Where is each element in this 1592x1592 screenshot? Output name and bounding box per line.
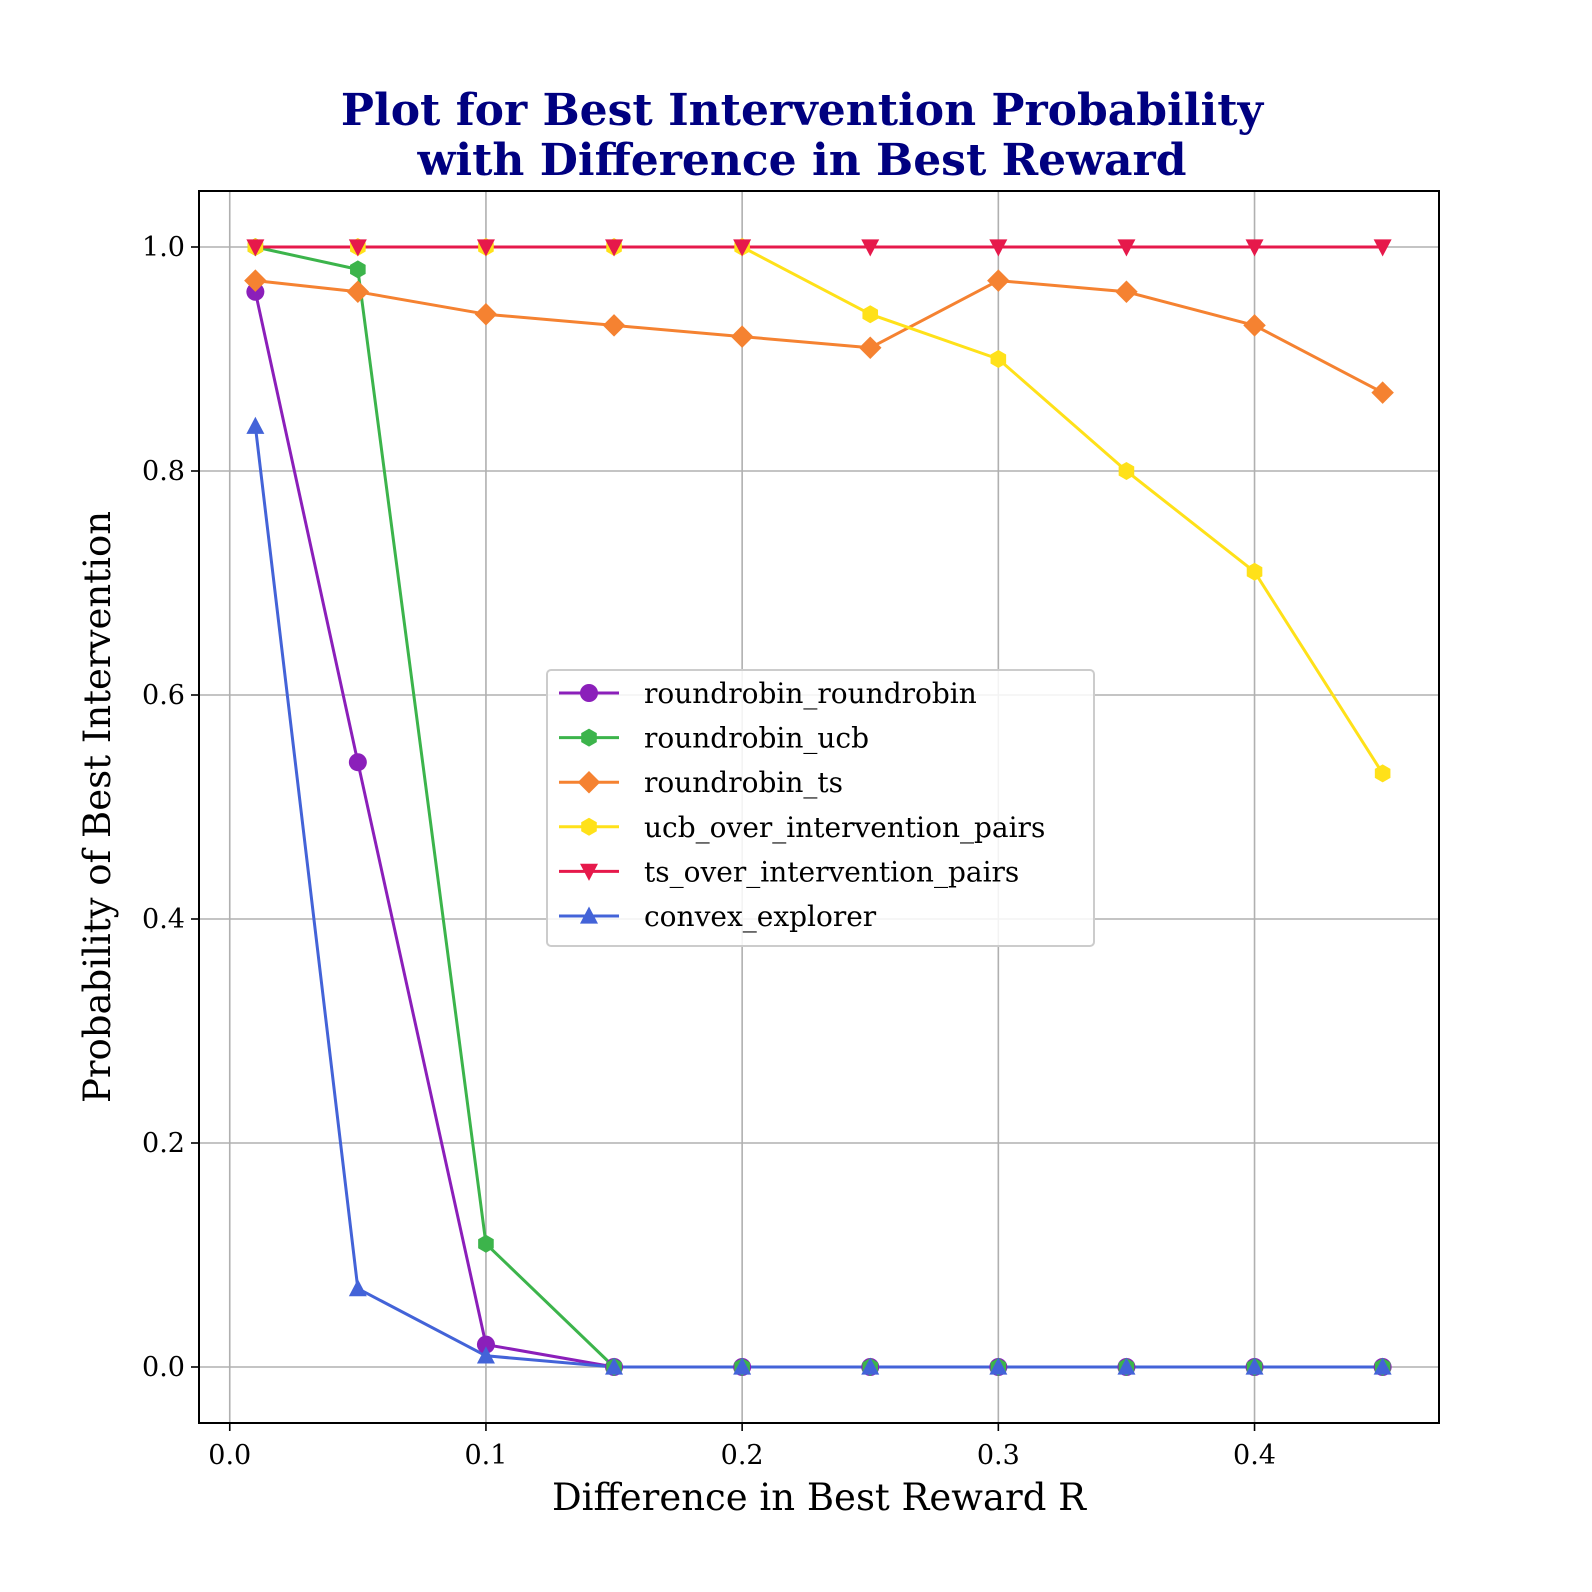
point-roundrobin_ts-0 xyxy=(244,269,267,292)
point-convex_explorer-7 xyxy=(1117,1357,1136,1375)
point-roundrobin_ts-2 xyxy=(474,302,498,326)
x-axis-label: Difference in Best Reward R xyxy=(552,1476,1087,1519)
point-convex_explorer-4 xyxy=(733,1357,752,1375)
point-convex_explorer-0 xyxy=(246,416,265,434)
point-ts_over_intervention_pairs-4 xyxy=(733,239,752,257)
point-ucb_over_intervention_pairs-7 xyxy=(1118,462,1135,480)
y-tick-label-5: 1.0 xyxy=(142,232,185,263)
point-roundrobin_ucb-1 xyxy=(350,260,366,279)
legend-marker-convex_explorer xyxy=(580,906,598,924)
point-ucb_over_intervention_pairs-9 xyxy=(1374,764,1391,783)
x-tick-label-4: 0.4 xyxy=(1233,1440,1276,1471)
point-roundrobin_ts-9 xyxy=(1371,381,1394,404)
x-axis-ticks: 0.0 0.1 0.2 0.3 0.4 xyxy=(208,1423,1276,1471)
legend-marker-ucb_over_intervention_pairs xyxy=(581,817,597,836)
series-line-convex_explorer xyxy=(253,426,1383,1369)
x-tick-label-1: 0.1 xyxy=(464,1440,507,1471)
legend-marker-roundrobin_roundrobin xyxy=(580,684,598,702)
point-roundrobin_ts-7 xyxy=(1115,280,1138,304)
point-ts_over_intervention_pairs-0 xyxy=(246,239,265,257)
y-tick-label-3: 0.6 xyxy=(142,680,185,711)
plot-frame xyxy=(198,190,1440,1424)
y-tick-label-1: 0.2 xyxy=(142,1128,185,1159)
y-tick-label-0: 0.0 xyxy=(142,1352,185,1383)
point-ucb_over_intervention_pairs-8 xyxy=(1246,562,1263,581)
point-roundrobin_ts-4 xyxy=(730,325,754,348)
legend-marker-roundrobin_ts xyxy=(577,770,601,794)
point-roundrobin_ts-6 xyxy=(987,269,1010,292)
x-tick-label-2: 0.2 xyxy=(721,1440,764,1471)
point-ucb_over_intervention_pairs-6 xyxy=(990,350,1007,368)
point-ts_over_intervention_pairs-9 xyxy=(1373,239,1392,257)
legend-entries: roundrobin_roundrobin roundrobin_ucbround… xyxy=(559,677,1045,933)
point-roundrobin_ucb-2 xyxy=(478,1234,494,1253)
point-ts_over_intervention_pairs-2 xyxy=(476,239,495,257)
legend-marker-roundrobin_ucb xyxy=(581,728,597,747)
chart-title-line-2: with Difference in Best Reward xyxy=(417,135,1187,186)
point-ucb_over_intervention_pairs-5 xyxy=(862,305,879,324)
point-convex_explorer-1 xyxy=(348,1279,367,1297)
point-roundrobin_roundrobin-2 xyxy=(476,1335,495,1354)
legend-label-convex_explorer: convex_explorer xyxy=(644,900,877,933)
point-ts_over_intervention_pairs-1 xyxy=(348,239,367,257)
legend-box xyxy=(546,669,1095,947)
x-tick-label-3: 0.3 xyxy=(977,1440,1020,1471)
legend: roundrobin_roundrobin roundrobin_ucbround… xyxy=(546,669,1095,947)
point-convex_explorer-6 xyxy=(989,1357,1008,1375)
point-ts_over_intervention_pairs-5 xyxy=(861,239,880,257)
point-ts_over_intervention_pairs-3 xyxy=(605,239,624,257)
point-ts_over_intervention_pairs-8 xyxy=(1245,239,1264,257)
point-convex_explorer-8 xyxy=(1245,1357,1264,1375)
point-ts_over_intervention_pairs-7 xyxy=(1117,239,1136,257)
point-convex_explorer-9 xyxy=(1373,1357,1392,1375)
series-line-roundrobin_ts xyxy=(255,279,1384,394)
chart-title-line-1: Plot for Best Intervention Probability xyxy=(341,85,1265,136)
y-axis-label: Probability of Best Intervention xyxy=(76,511,119,1103)
y-tick-label-2: 0.4 xyxy=(142,904,185,935)
series-markers xyxy=(244,238,1394,1376)
point-roundrobin_ts-5 xyxy=(858,336,882,360)
point-convex_explorer-2 xyxy=(476,1346,495,1364)
y-tick-label-4: 0.8 xyxy=(142,456,185,487)
legend-label-roundrobin_roundrobin: roundrobin_roundrobin xyxy=(644,677,977,710)
legend-label-ts_over_intervention_pairs: ts_over_intervention_pairs xyxy=(644,855,1019,888)
legend-label-roundrobin_ucb: roundrobin_ucb xyxy=(644,722,869,755)
legend-label-ucb_over_intervention_pairs: ucb_over_intervention_pairs xyxy=(644,811,1045,844)
point-roundrobin_roundrobin-1 xyxy=(348,753,367,772)
y-axis-ticks: 0.0 0.2 0.4 0.6 0.8 1.0 xyxy=(142,232,199,1383)
x-tick-label-0: 0.0 xyxy=(208,1440,251,1471)
series-lines xyxy=(253,245,1384,1369)
point-convex_explorer-3 xyxy=(605,1357,624,1375)
point-ts_over_intervention_pairs-6 xyxy=(989,239,1008,257)
legend-label-roundrobin_ts: roundrobin_ts xyxy=(644,766,843,799)
legend-marker-ts_over_intervention_pairs xyxy=(580,863,598,881)
point-roundrobin_ts-1 xyxy=(346,280,370,304)
point-convex_explorer-5 xyxy=(861,1357,880,1375)
point-roundrobin_ts-3 xyxy=(602,314,626,337)
point-roundrobin_ts-8 xyxy=(1243,314,1266,337)
